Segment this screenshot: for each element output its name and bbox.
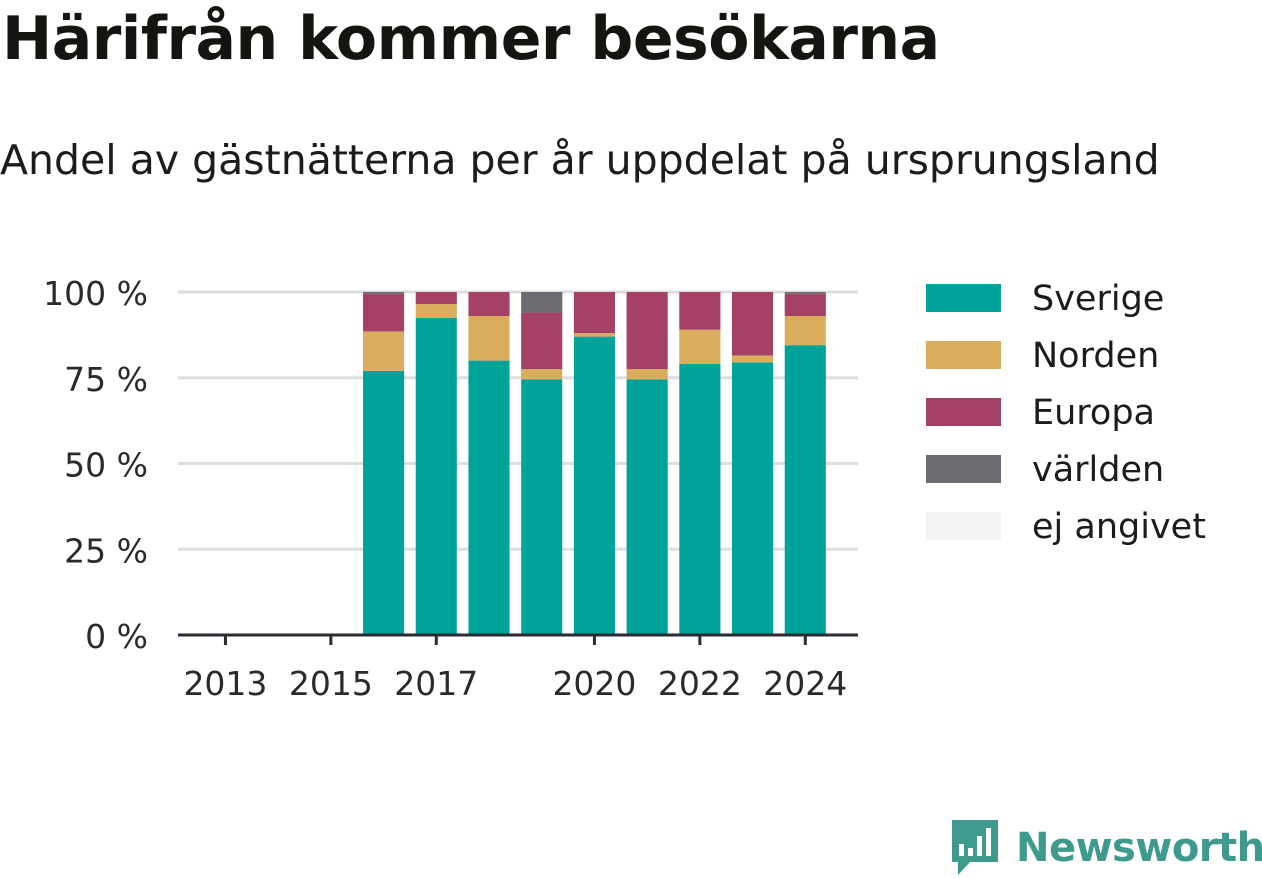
- bar-segment-norden-2019: [521, 369, 563, 380]
- bar-segment-norden-2022: [679, 329, 721, 365]
- chart-subtitle: Andel av gästnätterna per år uppdelat på…: [0, 136, 1160, 184]
- legend-swatch-ej-angivet: [926, 512, 1001, 540]
- y-tick-label: 50 %: [64, 446, 148, 485]
- legend-label: ej angivet: [1032, 507, 1206, 547]
- y-tick-label: 75 %: [64, 360, 148, 399]
- legend-swatch-sverige: [926, 284, 1001, 312]
- bar-segment-sverige-2019: [521, 379, 563, 635]
- bar-segment-europa-2019: [521, 312, 563, 370]
- chart-title: Härifrån kommer besökarna: [2, 4, 940, 74]
- legend-label: Norden: [1032, 336, 1159, 376]
- bar-segment-norden-2021: [626, 369, 668, 380]
- bars: [363, 292, 826, 635]
- bar-segment-världen-2019: [521, 292, 563, 313]
- axes: 0 % 25 % 50 % 75 % 100 % 2013 2015 2017 2020 2022…: [43, 274, 858, 703]
- y-tick-label: 0 %: [85, 617, 148, 656]
- bar-segment-världen-2016: [363, 292, 405, 294]
- x-tick-label: 2024: [763, 664, 847, 703]
- bar-segment-europa-2021: [626, 292, 668, 370]
- bar-segment-sverige-2018: [468, 360, 510, 635]
- bar-segment-sverige-2024: [784, 345, 826, 635]
- bar-segment-europa-2024: [784, 293, 826, 317]
- bar-segment-europa-2023: [732, 292, 774, 356]
- brand-name: Newsworthy: [1016, 825, 1262, 871]
- bar-segment-sverige-2023: [732, 362, 774, 635]
- bar-segment-sverige-2017: [415, 317, 457, 635]
- bar-segment-norden-2016: [363, 331, 405, 371]
- x-tick-label: 2013: [183, 664, 267, 703]
- legend-swatch-europa: [926, 398, 1001, 426]
- bar-segment-sverige-2016: [363, 370, 405, 635]
- bar-segment-europa-2020: [573, 292, 615, 334]
- legend-swatch-norden: [926, 341, 1001, 369]
- bar-segment-norden-2024: [784, 316, 826, 346]
- bar-segment-norden-2023: [732, 355, 774, 363]
- bar-segment-norden-2018: [468, 316, 510, 361]
- bar-segment-europa-2017: [415, 292, 457, 305]
- newsworthy-brand: Newsworthy: [950, 818, 1262, 878]
- bar-chart-speech-bubble-icon: [952, 820, 998, 875]
- bar-segment-sverige-2021: [626, 379, 668, 635]
- bar-segment-sverige-2020: [573, 336, 615, 635]
- x-tick-label: 2015: [289, 664, 373, 703]
- legend-label: Europa: [1032, 393, 1155, 433]
- bar-segment-norden-2020: [573, 333, 615, 337]
- bar-segment-europa-2018: [468, 292, 510, 317]
- bar-segment-sverige-2022: [679, 364, 721, 635]
- y-tick-label: 100 %: [43, 274, 148, 313]
- legend-swatch-världen: [926, 455, 1001, 483]
- x-tick-label: 2020: [552, 664, 636, 703]
- x-tick-label: 2022: [658, 664, 742, 703]
- bar-segment-europa-2022: [679, 292, 721, 330]
- bar-segment-europa-2016: [363, 293, 405, 332]
- x-tick-label: 2017: [394, 664, 478, 703]
- legend-label: Sverige: [1032, 279, 1164, 319]
- bar-segment-norden-2017: [415, 304, 457, 318]
- legend: Sverige Norden Europa världen ej angivet: [926, 279, 1206, 547]
- bar-segment-världen-2024: [784, 292, 826, 294]
- y-tick-label: 25 %: [64, 531, 148, 570]
- legend-label: världen: [1032, 450, 1164, 490]
